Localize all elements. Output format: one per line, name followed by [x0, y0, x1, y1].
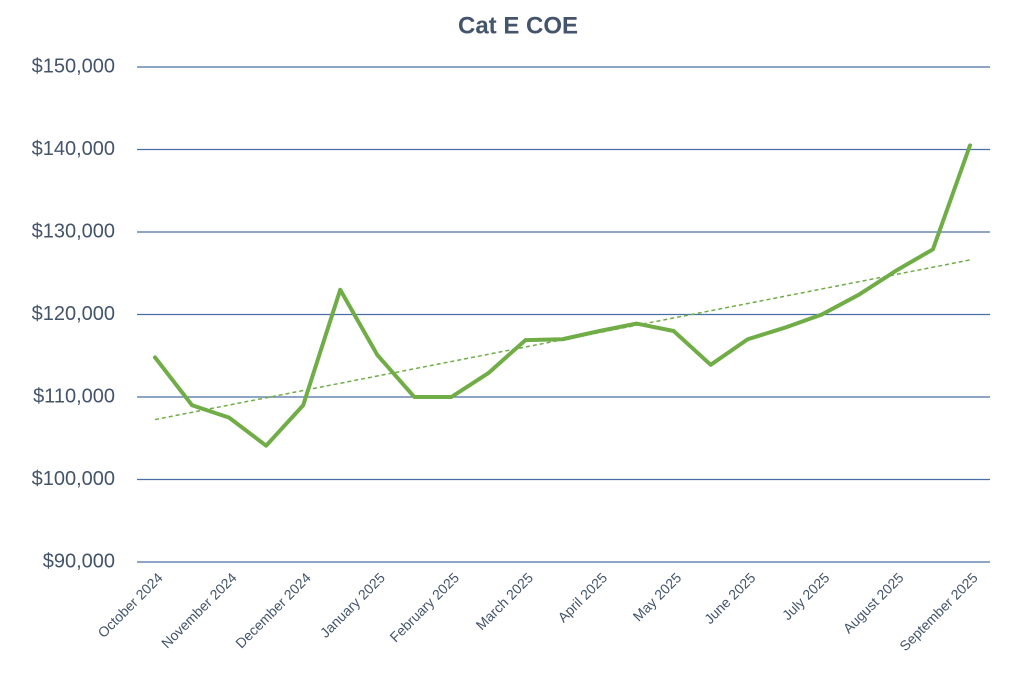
- x-tick-label: May 2025: [630, 569, 685, 624]
- x-tick-label: November 2024: [158, 569, 240, 651]
- x-tick-label: October 2024: [94, 569, 165, 640]
- x-tick-label: April 2025: [554, 569, 610, 625]
- x-tick-label: June 2025: [701, 569, 759, 627]
- x-tick-label: January 2025: [317, 569, 388, 640]
- y-tick-label: $150,000: [32, 55, 115, 77]
- y-tick-label: $140,000: [32, 138, 115, 160]
- x-tick-label: February 2025: [386, 569, 462, 645]
- x-tick-label: August 2025: [840, 569, 907, 636]
- x-tick-label: December 2024: [232, 569, 314, 651]
- chart-title: Cat E COE: [458, 12, 578, 39]
- y-tick-label: $130,000: [32, 220, 115, 242]
- y-tick-label: $120,000: [32, 303, 115, 325]
- x-tick-label: March 2025: [473, 569, 537, 633]
- x-tick-label: September 2025: [896, 569, 981, 654]
- line: [153, 143, 972, 448]
- x-tick-label: July 2025: [779, 569, 833, 623]
- y-tick-label: $90,000: [43, 550, 115, 572]
- y-tick-label: $100,000: [32, 468, 115, 490]
- y-tick-label: $110,000: [33, 385, 115, 407]
